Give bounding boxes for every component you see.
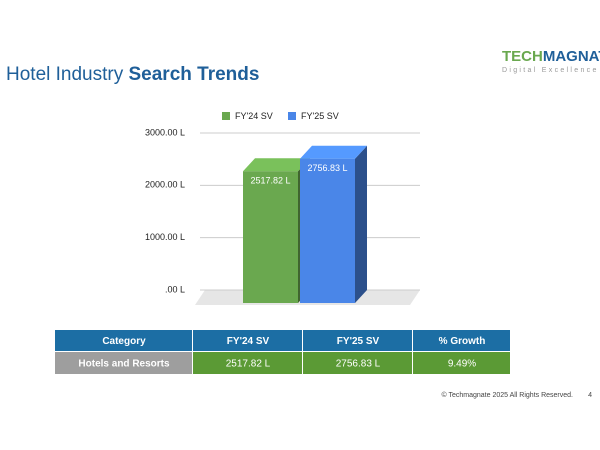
header-text: % Growth (439, 336, 486, 347)
table-cell (55, 352, 192, 374)
logo-tagline: Digital Excellence (502, 67, 599, 74)
slide-title: Hotel Industry Search Trends (6, 64, 259, 85)
y-tick-label: 1000.00 L (145, 232, 185, 242)
bar-top (243, 158, 310, 172)
table-cell (303, 352, 412, 374)
title-bold: Search Trends (129, 64, 260, 85)
legend-label: FY'24 SV (235, 111, 273, 121)
data-label: 2517.82 L (250, 176, 290, 186)
page-number: 4 (588, 392, 592, 399)
legend-swatch (222, 112, 230, 120)
legend-swatch (288, 112, 296, 120)
bar (243, 171, 298, 303)
y-tick-label: 3000.00 L (145, 127, 185, 137)
legend-label: FY'25 SV (301, 111, 339, 121)
y-tick-label: .00 L (165, 284, 185, 294)
header-cell (413, 330, 510, 351)
header-cell (303, 330, 412, 351)
header-text: FY'25 SV (337, 336, 380, 347)
bar-side (355, 145, 367, 303)
logo: TECHMAGNATE (502, 48, 600, 65)
bar (300, 158, 355, 303)
cell-text: 9.49% (448, 359, 476, 370)
title-plain: Hotel Industry (6, 64, 129, 85)
header-cell (193, 330, 302, 351)
copyright: © Techmagnate 2025 All Rights Reserved. (442, 391, 574, 399)
bar-top (300, 145, 367, 159)
cell-text: 2517.82 L (226, 359, 271, 370)
logo-part: TECH (502, 48, 543, 65)
table-cell (413, 352, 510, 374)
logo-part: MAGNATE (543, 48, 600, 65)
header-text: FY'24 SV (227, 336, 270, 347)
data-label: 2756.83 L (307, 163, 347, 173)
table: Category FY'24 SV FY'25 SV % Growth Hotels a… (55, 330, 510, 374)
y-tick-label: 2000.00 L (145, 180, 185, 190)
chart: .00 L 1000.00 L 2000.00 L 3000.00 L FY'24 SV… (145, 111, 420, 303)
header-text: Category (102, 336, 146, 347)
header-cell (55, 330, 192, 351)
table-cell (193, 352, 302, 374)
cell-text: Hotels and Resorts (78, 359, 170, 370)
cell-text: 2756.83 L (336, 359, 381, 370)
